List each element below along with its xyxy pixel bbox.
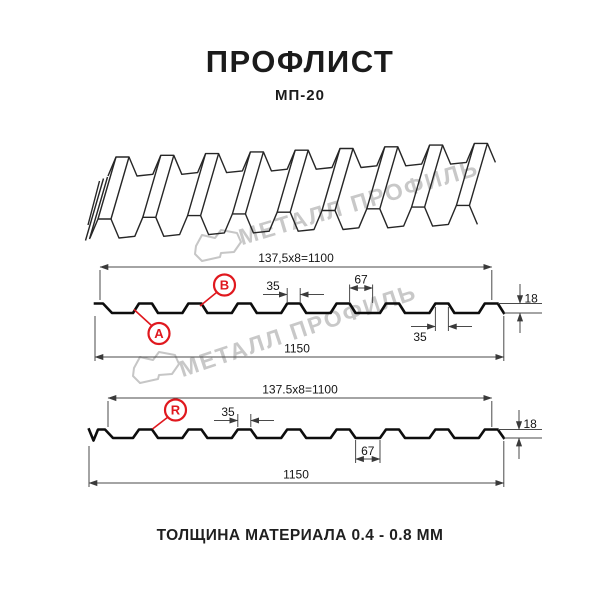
- cross-section-bottom: 137.5x8=1100 35 67 18 1150 R: [87, 383, 542, 487]
- dim-rib-top-width: 35: [266, 279, 280, 293]
- label-b-badge: B: [199, 273, 237, 307]
- sheet-3d-rib-lines: [97, 143, 489, 220]
- profile-model-code: МП-20: [275, 87, 325, 104]
- cross-section-top: 137,5x8=1100 35 67 18 35 1150 B A: [93, 251, 542, 361]
- dim-profile-height-top: 18: [525, 292, 539, 306]
- dim-rib-top-width-bottom: 35: [221, 405, 235, 419]
- dim-overall-width-bottom: 1150: [283, 468, 309, 482]
- profile-outline-bottom: [87, 427, 506, 442]
- sheet-3d-near-edge: [89, 204, 479, 239]
- sheet-3d-end-cut: [84, 176, 109, 241]
- dim-width-formula-bottom: 137.5x8=1100: [262, 383, 338, 397]
- header: ПРОФЛИСТ МП-20: [0, 44, 600, 104]
- dim-profile-height-bottom: 18: [524, 417, 538, 431]
- label-r: R: [171, 403, 181, 418]
- dimension-lines-top: [94, 263, 542, 361]
- dim-valley-width: 67: [361, 444, 375, 458]
- label-b: B: [220, 278, 229, 293]
- metall-profil-logo-icon: [194, 229, 242, 262]
- dimension-lines-bottom: [88, 394, 542, 487]
- dim-overall-width-top: 1150: [284, 342, 310, 356]
- dim-rib-top-width-2: 35: [413, 330, 427, 344]
- label-r-badge: R: [152, 398, 188, 430]
- dim-rib-spacing: 67: [354, 273, 368, 287]
- dim-width-formula-top: 137,5x8=1100: [258, 251, 334, 265]
- label-a: A: [154, 326, 164, 341]
- profile-outline-top: [93, 302, 506, 315]
- material-thickness-note: ТОЛЩИНА МАТЕРИАЛА 0.4 - 0.8 ММ: [156, 527, 444, 544]
- label-a-badge: A: [133, 308, 171, 346]
- page-title: ПРОФЛИСТ: [205, 44, 395, 79]
- sheet-3d-view: [84, 142, 497, 241]
- sheet-3d-far-edge: [107, 142, 497, 177]
